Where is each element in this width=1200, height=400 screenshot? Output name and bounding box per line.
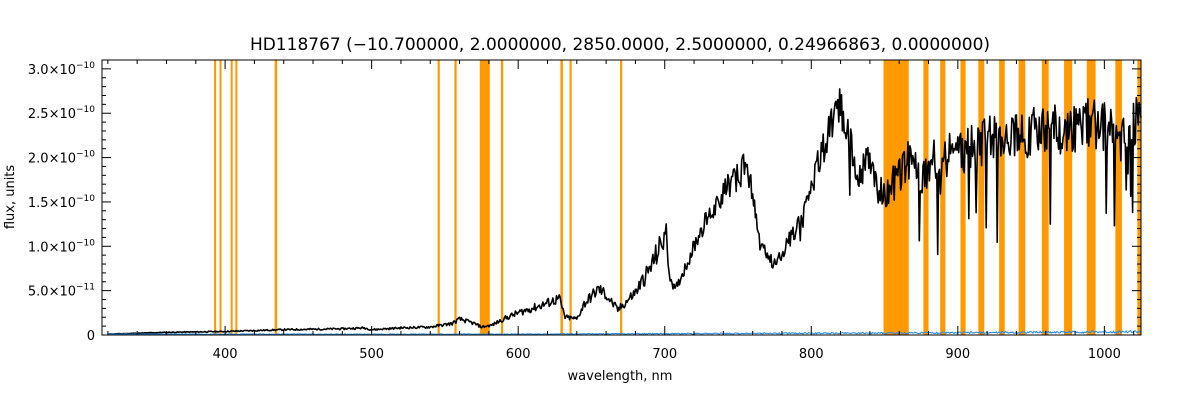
x-tick-label: 800 — [799, 347, 824, 362]
masked-band-7 — [479, 60, 490, 335]
masked-band-18 — [1018, 60, 1026, 335]
masked-band-14 — [940, 60, 946, 335]
y-tick-label: 2.0×10−10 — [28, 150, 95, 167]
masked-band-19 — [1041, 60, 1049, 335]
masked-band-8 — [500, 60, 504, 335]
x-tick-label: 1000 — [1088, 347, 1121, 362]
y-tick-label: 1.0×10−10 — [28, 238, 95, 255]
masked-band-23 — [1137, 60, 1141, 335]
masked-band-17 — [999, 60, 1005, 335]
y-tick-label: 3.0×10−10 — [28, 61, 95, 78]
y-tick-label: 5.0×10−11 — [28, 283, 95, 300]
masked-band-5 — [437, 60, 440, 335]
model-residual-line — [107, 330, 1142, 335]
masked-band-13 — [923, 60, 929, 335]
y-tick-labels: 0 5.0×10−11 1.0×10−10 1.5×10−10 2.0×10−10 2.5… — [28, 61, 95, 344]
masked-band-0 — [214, 60, 217, 335]
chart-title: HD118767 (−10.700000, 2.0000000, 2850.00… — [250, 35, 990, 55]
plot-frame — [101, 59, 1142, 336]
masked-band-1 — [219, 60, 222, 335]
masked-band-9 — [560, 60, 563, 335]
y-tick-label: 2.5×10−10 — [28, 105, 95, 122]
masked-band-15 — [960, 60, 966, 335]
masked-band-2 — [230, 60, 233, 335]
masked-band-21 — [1086, 60, 1096, 335]
masked-band-3 — [235, 60, 238, 335]
y-tick-label: 1.5×10−10 — [28, 194, 95, 211]
masked-band-22 — [1115, 60, 1122, 335]
masked-band-10 — [569, 60, 572, 335]
y-tick-label: 0 — [87, 329, 95, 344]
y-axis-label: flux, units — [3, 165, 18, 230]
masked-regions — [214, 60, 1141, 335]
x-tick-label: 900 — [945, 347, 970, 362]
observed-spectrum-line — [107, 88, 1142, 335]
masked-band-6 — [454, 60, 457, 335]
series-lines — [107, 88, 1142, 335]
x-tick-label: 600 — [506, 347, 531, 362]
masked-band-20 — [1064, 60, 1073, 335]
x-tick-label: 400 — [213, 347, 238, 362]
axis-ticks — [102, 59, 1141, 336]
x-axis-label: wavelength, nm — [568, 369, 673, 384]
x-tick-label: 500 — [359, 347, 384, 362]
masked-band-11 — [620, 60, 623, 335]
masked-band-16 — [978, 60, 985, 335]
masked-band-4 — [274, 60, 278, 335]
x-tick-label: 700 — [652, 347, 677, 362]
x-tick-labels: 400 500 600 700 800 900 1000 — [213, 347, 1121, 362]
